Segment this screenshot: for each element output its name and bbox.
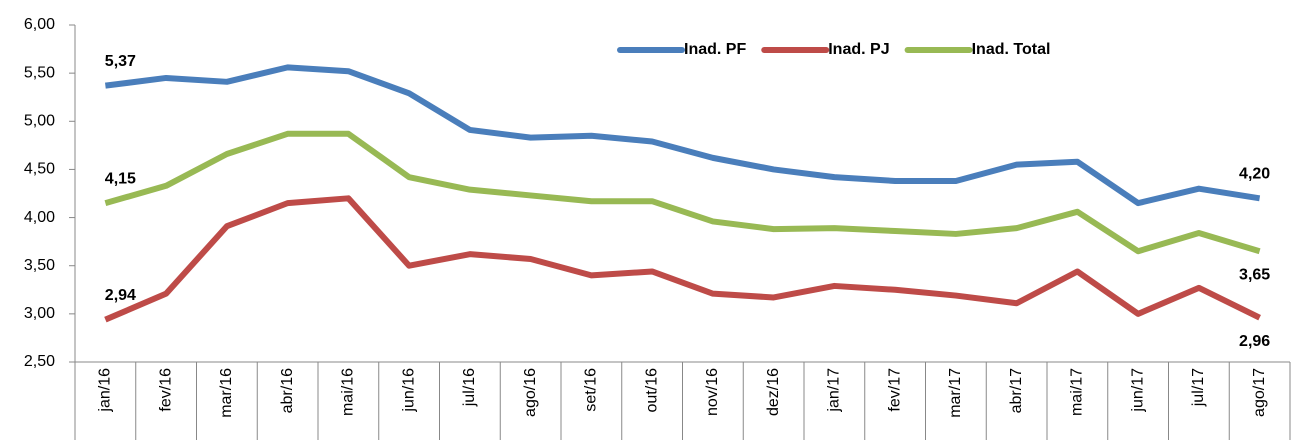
x-tick-label: fev/16 — [157, 368, 174, 412]
series-line — [104, 64, 1261, 207]
x-tick-label: mai/16 — [340, 368, 357, 416]
y-tick-label: 5,00 — [24, 113, 55, 130]
y-tick-label: 5,50 — [24, 64, 55, 81]
x-tick-label: mar/17 — [947, 368, 964, 418]
x-tick-label: abr/17 — [1008, 368, 1025, 413]
x-tick-label: jun/17 — [1129, 368, 1146, 413]
series-line — [104, 195, 1261, 323]
legend-label: Inad. Total — [972, 41, 1051, 58]
data-label: 2,94 — [105, 287, 136, 304]
data-label: 3,65 — [1239, 266, 1270, 283]
y-tick-label: 2,50 — [24, 353, 55, 370]
legend-label: Inad. PJ — [828, 41, 889, 58]
y-tick-label: 4,00 — [24, 209, 55, 226]
legend-label: Inad. PF — [684, 41, 746, 58]
x-tick-label: jan/17 — [826, 368, 843, 413]
x-tick-label: nov/16 — [704, 368, 721, 416]
y-tick-label: 3,50 — [24, 257, 55, 274]
x-tick-label: jun/16 — [400, 368, 417, 413]
data-label: 4,20 — [1239, 166, 1270, 183]
x-tick-label: ago/16 — [522, 368, 539, 417]
x-tick-label: abr/16 — [279, 368, 296, 413]
y-tick-label: 3,00 — [24, 305, 55, 322]
y-tick-label: 4,50 — [24, 161, 55, 178]
x-tick-label: jul/16 — [461, 368, 478, 407]
data-label: 4,15 — [105, 170, 136, 187]
x-tick-label: fev/17 — [886, 368, 903, 412]
series-line — [104, 130, 1261, 255]
data-label: 5,37 — [105, 53, 136, 70]
x-tick-label: mai/17 — [1069, 368, 1086, 416]
x-tick-label: jan/16 — [97, 368, 114, 413]
data-label: 2,96 — [1239, 333, 1270, 350]
x-tick-label: mar/16 — [218, 368, 235, 418]
x-tick-label: out/16 — [643, 368, 660, 413]
x-tick-label: jul/17 — [1190, 368, 1207, 407]
x-tick-label: set/16 — [583, 368, 600, 412]
x-tick-label: dez/16 — [765, 368, 782, 416]
x-tick-label: ago/17 — [1251, 368, 1268, 417]
y-tick-label: 6,00 — [24, 16, 55, 33]
